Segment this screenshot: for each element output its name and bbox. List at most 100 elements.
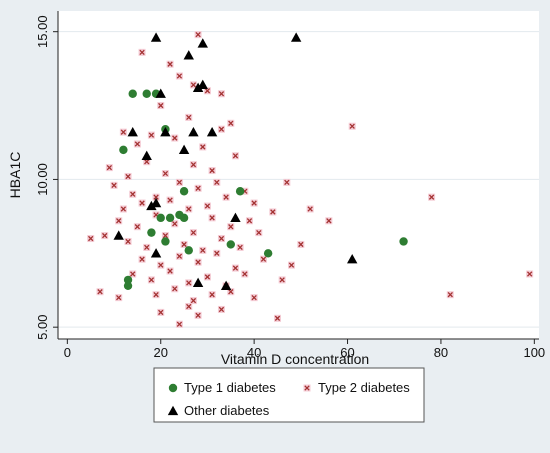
data-point <box>133 223 141 231</box>
data-point <box>194 184 202 192</box>
data-point <box>297 240 305 248</box>
data-point <box>227 119 235 127</box>
data-point <box>138 255 146 263</box>
plot-area <box>58 11 539 339</box>
data-point <box>155 88 166 98</box>
data-point <box>278 276 286 284</box>
data-point <box>147 131 155 139</box>
data-point <box>287 261 295 269</box>
data-point <box>217 90 225 98</box>
data-point <box>143 158 151 166</box>
data-point <box>226 240 235 249</box>
data-point <box>119 145 128 155</box>
data-point <box>171 220 179 228</box>
axis-ticks: 5.00 10.00 15.00 0 20 40 60 80 100 <box>35 15 545 360</box>
x-tick-label: 0 <box>64 345 71 360</box>
data-point <box>208 214 216 222</box>
data-point <box>273 314 281 322</box>
data-point <box>123 281 133 291</box>
data-point <box>194 311 202 319</box>
data-point <box>115 217 123 225</box>
data-point <box>129 190 137 198</box>
legend-box <box>153 367 425 423</box>
legend-label: Type 2 diabetes <box>318 380 410 395</box>
data-point <box>194 31 202 39</box>
data-point <box>143 243 151 251</box>
data-point <box>147 228 156 237</box>
data-point <box>147 276 155 284</box>
data-points <box>87 31 534 328</box>
data-point <box>185 302 193 310</box>
data-point <box>133 140 141 148</box>
data-point <box>184 246 193 255</box>
data-point <box>192 82 204 92</box>
data-point <box>115 294 123 302</box>
data-point <box>180 240 188 248</box>
data-point <box>166 60 174 68</box>
data-point <box>208 167 216 175</box>
x-tick-label: 40 <box>247 345 261 360</box>
data-point <box>119 128 127 136</box>
data-point <box>231 264 239 272</box>
data-point <box>150 248 162 258</box>
data-point <box>157 261 165 269</box>
data-point <box>185 279 193 287</box>
data-point <box>283 178 291 186</box>
data-point <box>185 113 193 121</box>
data-point <box>206 126 218 137</box>
data-point <box>208 291 216 299</box>
data-point <box>178 144 190 155</box>
data-point <box>203 202 211 210</box>
data-point <box>348 122 356 130</box>
data-point <box>179 213 189 223</box>
data-point <box>189 161 197 169</box>
data-point <box>146 200 157 211</box>
legend-label: Other diabetes <box>184 403 270 418</box>
data-point <box>189 297 197 305</box>
data-point <box>203 87 211 95</box>
data-point <box>325 217 333 225</box>
data-point <box>142 89 151 98</box>
data-point <box>227 223 235 231</box>
data-point <box>101 232 109 240</box>
y-tick-label: 10.00 <box>35 163 50 196</box>
x-axis-title: Vitamin D concentration <box>221 351 369 367</box>
data-point <box>227 288 235 296</box>
data-point <box>306 205 314 213</box>
data-point <box>175 320 183 328</box>
data-point <box>250 294 258 302</box>
data-point <box>87 235 95 243</box>
data-point <box>124 237 132 245</box>
data-point <box>217 235 225 243</box>
data-point <box>199 143 207 151</box>
x-tick-label: 80 <box>434 345 448 360</box>
data-point <box>213 178 221 186</box>
data-point <box>96 288 104 296</box>
data-point <box>152 193 160 201</box>
data-point <box>199 246 207 254</box>
data-point <box>161 232 169 240</box>
data-point <box>171 134 179 142</box>
data-point <box>217 125 225 133</box>
data-point <box>399 237 408 246</box>
data-point <box>245 217 253 225</box>
data-point <box>175 178 183 186</box>
data-point <box>213 249 221 257</box>
data-point <box>113 230 124 240</box>
data-point <box>222 193 230 201</box>
data-point <box>157 308 165 316</box>
data-point <box>197 79 208 90</box>
data-point <box>127 126 138 137</box>
legend-marker <box>168 383 178 393</box>
data-point <box>138 199 146 207</box>
data-point <box>160 126 171 137</box>
data-point <box>236 243 244 251</box>
data-point <box>241 270 249 278</box>
data-point <box>290 32 302 42</box>
data-point <box>179 187 189 196</box>
legend-marker <box>303 384 311 392</box>
data-point <box>161 170 169 178</box>
data-point <box>161 237 170 246</box>
y-tick-label: 15.00 <box>35 15 50 48</box>
legend: Type 1 diabetes Type 2 diabetes Other diab… <box>153 367 425 423</box>
